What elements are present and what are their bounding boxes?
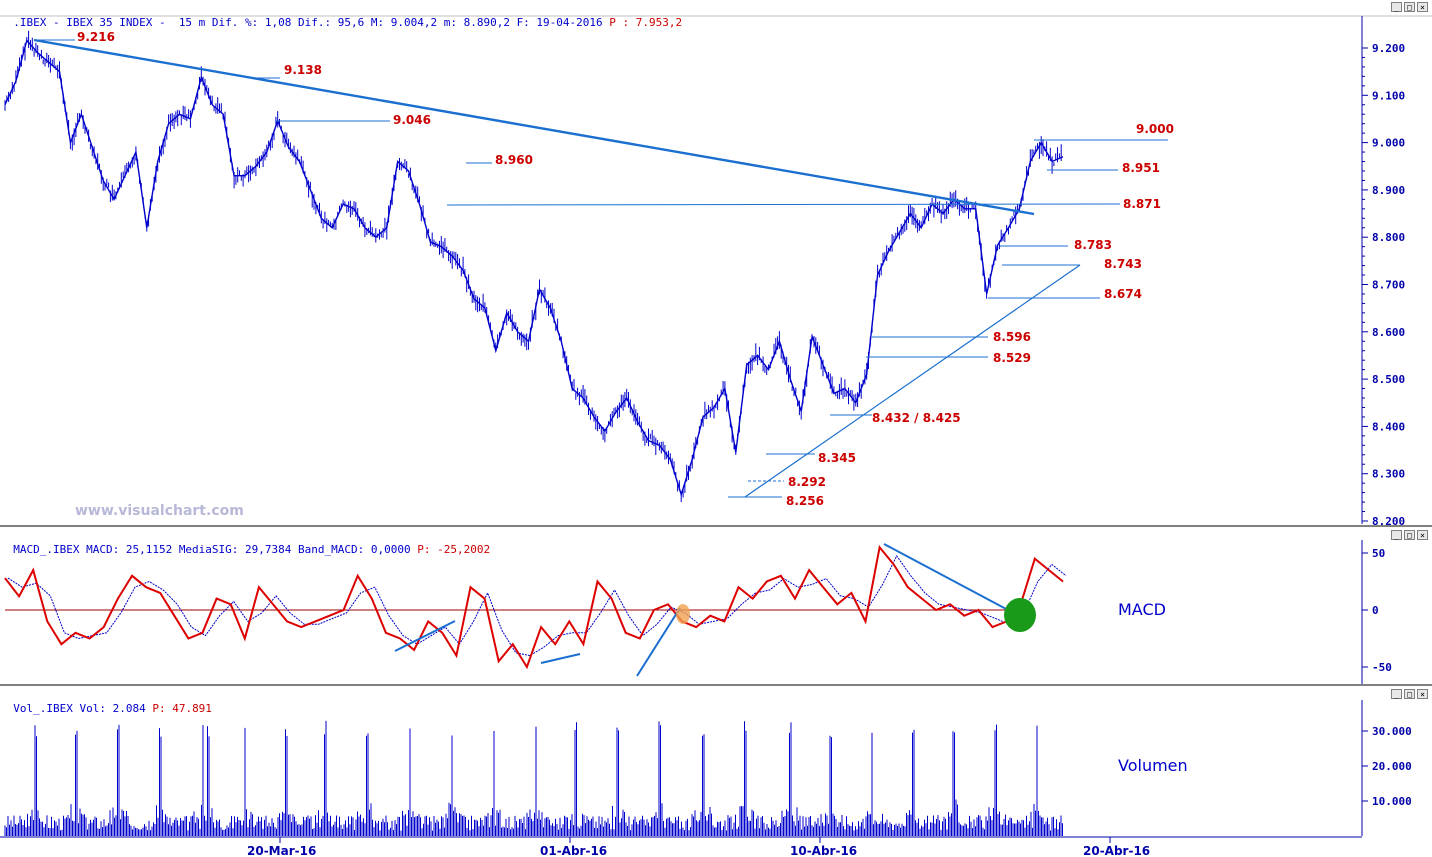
volume-y-ticks: 30.000 20.000 10.000 bbox=[1362, 725, 1412, 808]
price-y-tick-label: 9.000 bbox=[1372, 137, 1405, 150]
maximize-icon[interactable]: □ bbox=[1404, 2, 1415, 12]
price-window-controls: _ □ × bbox=[1391, 2, 1428, 14]
price-panel-header: .IBEX - IBEX 35 INDEX - 15 m Dif. %: 1,0… bbox=[0, 0, 1432, 29]
level-label-8432-8425: 8.432 / 8.425 bbox=[872, 411, 961, 425]
volume-window-controls: _ □ × bbox=[1391, 689, 1428, 701]
macd-trendline-3 bbox=[636, 607, 681, 677]
macd-panel-name: MACD bbox=[1118, 600, 1166, 619]
price-header-p: P : 7.953,2 bbox=[609, 16, 683, 29]
level-label-9216: 9.216 bbox=[77, 30, 115, 44]
price-y-tick-label: 9.200 bbox=[1372, 42, 1405, 55]
level-label-8529: 8.529 bbox=[993, 351, 1031, 365]
maximize-icon[interactable]: □ bbox=[1404, 689, 1415, 699]
level-label-8951: 8.951 bbox=[1122, 161, 1160, 175]
price-y-tick-label: 8.900 bbox=[1372, 184, 1405, 197]
macd-trendlines bbox=[394, 543, 1009, 677]
macd-panel-header: MACD_.IBEX MACD: 25,1152 MediaSIG: 29,73… bbox=[0, 527, 1360, 556]
level-label-8596: 8.596 bbox=[993, 330, 1031, 344]
macd-trendline-4 bbox=[883, 543, 1009, 611]
maximize-icon[interactable]: □ bbox=[1404, 530, 1415, 540]
minimize-icon[interactable]: _ bbox=[1391, 689, 1402, 699]
x-tick-20-mar: 20-Mar-16 bbox=[247, 844, 316, 857]
macd-y-tick-label: 0 bbox=[1372, 604, 1379, 617]
price-y-tick-label: 8.700 bbox=[1372, 279, 1405, 292]
x-tick-20-abr: 20-Abr-16 bbox=[1083, 844, 1150, 857]
watermark: www.visualchart.com bbox=[75, 503, 244, 519]
level-label-8871: 8.871 bbox=[1123, 197, 1161, 211]
volume-header-text: Vol_.IBEX Vol: 2.084 bbox=[13, 702, 146, 715]
volume-panel-header: Vol_.IBEX Vol: 2.084 P: 47.891 bbox=[0, 686, 1360, 715]
macd-series bbox=[4, 545, 1064, 670]
level-label-9046: 9.046 bbox=[393, 113, 431, 127]
level-label-8783: 8.783 bbox=[1074, 238, 1112, 252]
macd-highlight-green bbox=[1004, 598, 1036, 632]
price-header-text: .IBEX - IBEX 35 INDEX - 15 m Dif. %: 1,0… bbox=[13, 16, 603, 29]
volume-bars bbox=[4, 720, 1063, 836]
volume-panel-name: Volumen bbox=[1118, 756, 1188, 775]
main-trendline bbox=[33, 38, 1035, 216]
macd-window-controls: _ □ × bbox=[1391, 530, 1428, 542]
close-icon[interactable]: × bbox=[1417, 530, 1428, 540]
volume-y-tick-label: 20.000 bbox=[1372, 760, 1412, 773]
price-y-tick-label: 8.400 bbox=[1372, 420, 1405, 433]
macd-y-tick-label: 50 bbox=[1372, 547, 1385, 560]
price-y-tick-label: 8.200 bbox=[1372, 515, 1405, 528]
price-series-noise bbox=[4, 30, 1062, 503]
macd-highlight-orange bbox=[676, 604, 690, 624]
macd-trendline-2 bbox=[540, 653, 581, 664]
level-label-8256: 8.256 bbox=[786, 494, 824, 508]
macd-trendline-1 bbox=[394, 620, 456, 652]
macd-header-p: P: -25,2002 bbox=[417, 543, 491, 556]
price-y-tick-label: 8.300 bbox=[1372, 468, 1405, 481]
price-y-tick-label: 8.500 bbox=[1372, 373, 1405, 386]
close-icon[interactable]: × bbox=[1417, 689, 1428, 699]
level-lines bbox=[34, 39, 1168, 498]
support-trendline bbox=[744, 264, 1081, 498]
macd-y-ticks: 50 0 -50 bbox=[1362, 547, 1392, 674]
level-label-9138: 9.138 bbox=[284, 63, 322, 77]
macd-y-tick-label: -50 bbox=[1372, 661, 1392, 674]
level-label-8674: 8.674 bbox=[1104, 287, 1142, 301]
x-tick-01-abr: 01-Abr-16 bbox=[540, 844, 607, 857]
volume-y-tick-label: 30.000 bbox=[1372, 725, 1412, 738]
price-series bbox=[4, 38, 1064, 497]
level-label-9000: 9.000 bbox=[1136, 122, 1174, 136]
level-line-8871 bbox=[446, 203, 1121, 206]
level-label-8345: 8.345 bbox=[818, 451, 856, 465]
x-tick-10-abr: 10-Abr-16 bbox=[790, 844, 857, 857]
macd-header-text: MACD_.IBEX MACD: 25,1152 MediaSIG: 29,73… bbox=[13, 543, 411, 556]
level-label-8743: 8.743 bbox=[1104, 257, 1142, 271]
level-label-8960: 8.960 bbox=[495, 153, 533, 167]
price-y-tick-label: 8.600 bbox=[1372, 326, 1405, 339]
volume-header-p: P: 47.891 bbox=[152, 702, 212, 715]
minimize-icon[interactable]: _ bbox=[1391, 2, 1402, 12]
level-label-8292: 8.292 bbox=[788, 475, 826, 489]
price-y-tick-label: 9.100 bbox=[1372, 89, 1405, 102]
minimize-icon[interactable]: _ bbox=[1391, 530, 1402, 540]
x-ticks: 20-Mar-16 01-Abr-16 10-Abr-16 20-Abr-16 bbox=[247, 837, 1150, 857]
close-icon[interactable]: × bbox=[1417, 2, 1428, 12]
price-y-ticks: 9.200 9.100 9.000 8.900 8.800 8.700 8.600 8.500… bbox=[1362, 42, 1405, 528]
volume-y-tick-label: 10.000 bbox=[1372, 795, 1412, 808]
price-y-tick-label: 8.800 bbox=[1372, 231, 1405, 244]
macd-signal-series bbox=[7, 554, 1067, 657]
level-labels: 9.216 9.138 9.046 8.960 8.871 9.000 8.95… bbox=[77, 30, 1174, 508]
